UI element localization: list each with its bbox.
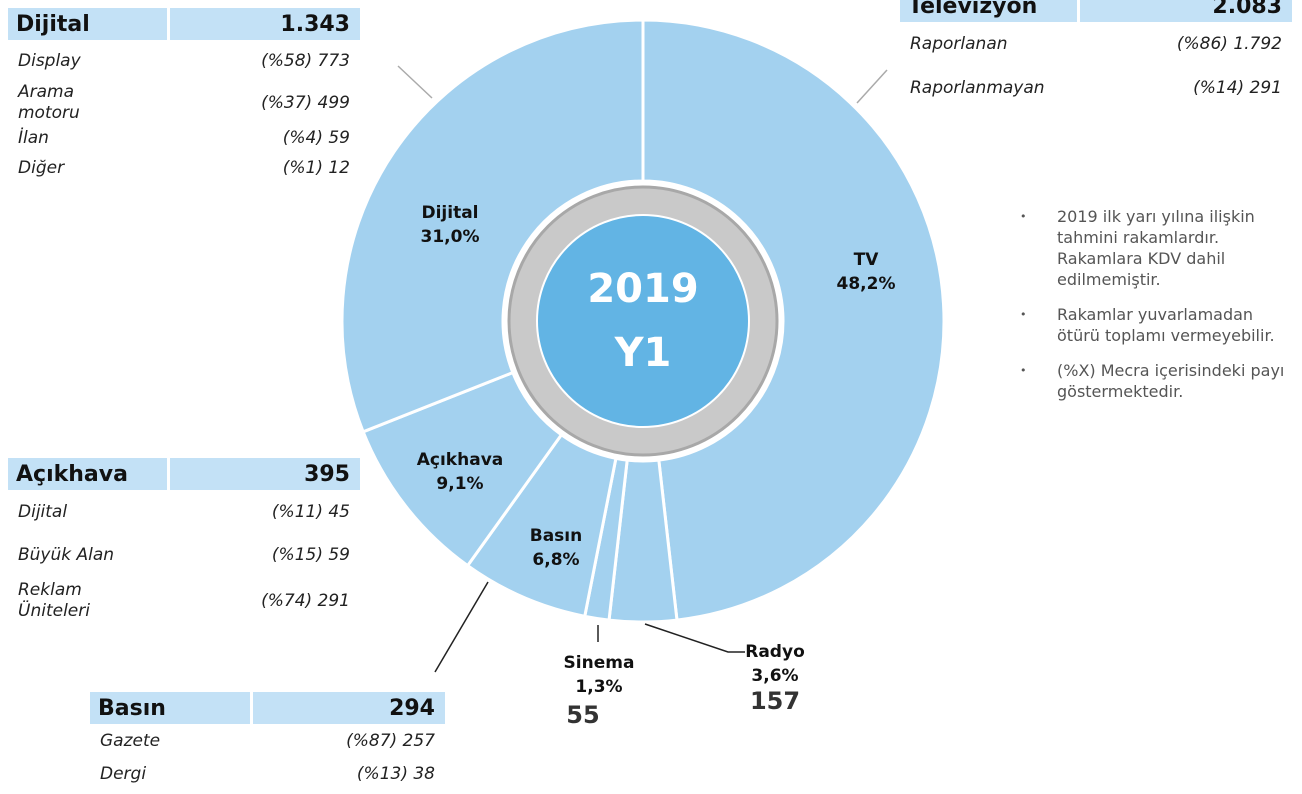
row-label: Display — [18, 50, 81, 71]
table-row: Raporlanmayan (%14) 291 — [900, 66, 1292, 110]
table-row: Raporlanan (%86) 1.792 — [900, 22, 1292, 66]
slice-name: Açıkhava — [417, 450, 504, 470]
table-header: Basın 294 — [90, 692, 445, 724]
row-label: Raporlanmayan — [910, 77, 1045, 98]
table-total: 1.343 — [280, 11, 350, 37]
row-label: Dergi — [100, 763, 147, 784]
table-title: Televizyon — [900, 0, 1081, 22]
table-title: Dijital — [8, 8, 170, 40]
slice-name: TV — [854, 250, 880, 270]
center-label: Y1 — [614, 330, 672, 376]
row-label: Reklam Üniteleri — [18, 580, 90, 621]
table: Dijital 1.343 Display (%58) 773 Arama motoru… — [8, 8, 360, 184]
table-total: 294 — [389, 695, 435, 721]
slice-name: Radyo — [745, 642, 805, 662]
slice-pct: 3,6% — [751, 666, 798, 686]
table: Açıkhava 395 Dijital (%11) 45 Büyük Alan (%15… — [8, 458, 360, 626]
slice-pct: 1,3% — [575, 677, 622, 697]
row-value: (%4) 59 — [282, 128, 350, 148]
table-row: Arama motoru (%37) 499 — [8, 82, 360, 124]
table-title: Basın — [90, 692, 254, 724]
notes: 2019 ilk yarı yılına ilişkin tahmini rak… — [1020, 206, 1290, 416]
row-value: (%37) 499 — [261, 93, 350, 113]
row-label: Raporlanan — [910, 33, 1008, 54]
table-total: 395 — [304, 461, 350, 487]
leader-lines — [397, 65, 888, 673]
slice-pct: 6,8% — [532, 550, 579, 570]
table-row: İlan (%4) 59 — [8, 124, 360, 152]
row-value: (%58) 773 — [261, 51, 350, 71]
table: Basın 294 Gazete (%87) 257 Dergi (%13) 38 — [90, 692, 445, 790]
note: (%X) Mecra içerisindeki payı göstermekte… — [1020, 360, 1290, 402]
row-value: (%86) 1.792 — [1176, 34, 1282, 54]
row-label: İlan — [18, 127, 49, 148]
slice-pct: 9,1% — [436, 474, 483, 494]
note: Rakamlar yuvarlamadan ötürü toplamı verm… — [1020, 304, 1290, 346]
table-header: Televizyon 2.083 — [900, 0, 1292, 22]
slice-pct: 31,0% — [421, 227, 480, 247]
table-row: Dijital (%11) 45 — [8, 490, 360, 534]
slice-amount: 55 — [566, 701, 599, 729]
row-value: (%15) 59 — [271, 545, 350, 565]
center-disc — [536, 214, 750, 428]
table: Televizyon 2.083 Raporlanan (%86) 1.792 Rapo… — [900, 0, 1292, 110]
slice-name: Sinema — [564, 653, 635, 673]
row-label: Diğer — [18, 157, 65, 178]
table-row: Gazete (%87) 257 — [90, 724, 445, 758]
row-label: Arama motoru — [18, 82, 80, 123]
table-row: Diğer (%1) 12 — [8, 152, 360, 184]
table-row: Dergi (%13) 38 — [90, 758, 445, 790]
row-value: (%14) 291 — [1193, 78, 1282, 98]
row-label: Büyük Alan — [18, 544, 115, 565]
row-label: Dijital — [18, 501, 68, 522]
row-value: (%87) 257 — [346, 731, 435, 751]
table-row: Display (%58) 773 — [8, 40, 360, 82]
slice-amount: 157 — [750, 687, 800, 715]
slice-pct: 48,2% — [837, 274, 896, 294]
table-header: Açıkhava 395 — [8, 458, 360, 490]
table-header: Dijital 1.343 — [8, 8, 360, 40]
table-total: 2.083 — [1212, 0, 1282, 19]
slice — [340, 18, 645, 434]
table-title: Açıkhava — [8, 458, 170, 490]
table-row: Büyük Alan (%15) 59 — [8, 534, 360, 576]
slice-name: Basın — [530, 526, 582, 546]
slice-name: Dijital — [421, 203, 478, 223]
row-value: (%11) 45 — [271, 502, 350, 522]
row-value: (%1) 12 — [282, 158, 350, 178]
slice — [641, 18, 946, 622]
note: 2019 ilk yarı yılına ilişkin tahmini rak… — [1020, 206, 1290, 290]
table-row: Reklam Üniteleri (%74) 291 — [8, 576, 360, 626]
row-value: (%13) 38 — [356, 764, 435, 784]
center-label: 2019 — [587, 266, 698, 312]
row-value: (%74) 291 — [261, 591, 350, 611]
row-label: Gazete — [100, 730, 161, 751]
